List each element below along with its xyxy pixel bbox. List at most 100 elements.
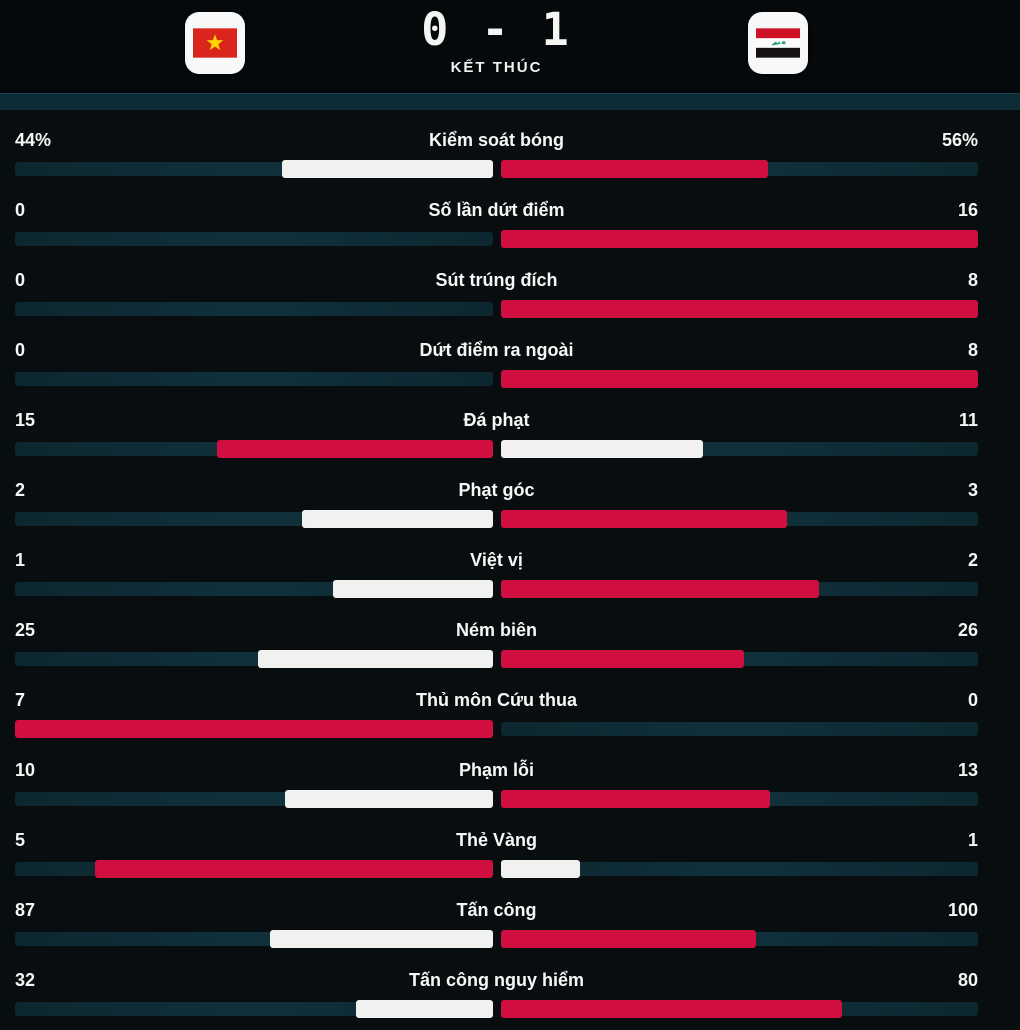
home-stat-value: 15 [15,410,36,430]
home-bar-fill [301,510,493,528]
stat-row: 25 Ném biên 26 [15,619,978,668]
away-bar-track [500,580,978,598]
stat-row-head: 10 Phạm lỗi 13 [15,759,978,781]
home-bar-track [15,790,493,808]
away-stat-value: 3 [967,480,978,500]
section-divider [0,93,1020,110]
stat-label: Tấn công [456,900,537,920]
stat-label: Sút trúng đích [435,270,558,290]
home-stat-value: 0 [15,200,26,220]
home-stat-value: 7 [15,690,26,710]
stat-label: Phạm lỗi [458,760,534,780]
home-bar-track [15,1000,493,1018]
away-bar-fill [500,860,581,878]
stat-label: Phạt góc [458,480,535,500]
home-bar-fill [270,930,493,948]
stat-row-head: 5 Thẻ Vàng 1 [15,829,978,851]
away-bar-track [500,370,978,388]
stat-row-head: 0 Sút trúng đích 8 [15,269,978,291]
home-team-flag-button[interactable] [185,12,245,74]
away-bar-fill [500,160,768,178]
away-bar-fill [500,580,819,598]
stat-row-head: 2 Phạt góc 3 [15,479,978,501]
stat-label: Dứt điểm ra ngoài [419,340,574,360]
stat-row-head: 15 Đá phạt 11 [15,409,978,431]
stat-bars [15,860,978,878]
away-stat-value: 80 [957,970,978,990]
home-stat-value: 10 [15,760,36,780]
vietnam-flag-icon [193,28,237,58]
home-stat-value: 5 [15,830,26,850]
stat-label: Thẻ Vàng [455,830,537,850]
home-bar-track [15,580,493,598]
stat-label: Đá phạt [463,410,530,430]
away-stat-value: 11 [958,410,978,430]
stat-row-head: 0 Dứt điểm ra ngoài 8 [15,339,978,361]
home-stat-value: 0 [15,270,26,290]
home-bar-fill [94,860,493,878]
home-bar-fill [356,1000,493,1018]
stat-bars [15,230,978,248]
stat-label: Việt vị [470,550,523,570]
stat-row: 44% Kiểm soát bóng 56% [15,129,978,178]
away-bar-track [500,650,978,668]
stat-bars [15,300,978,318]
stat-label: Kiểm soát bóng [428,130,564,150]
stat-row: 5 Thẻ Vàng 1 [15,829,978,878]
away-stat-value: 56% [941,130,978,150]
stats-list: 44% Kiểm soát bóng 56% 0 Số lần dứt điểm… [15,129,978,1030]
away-bar-track [500,790,978,808]
away-bar-fill [500,930,756,948]
home-bar-track [15,650,493,668]
away-stat-value: 1 [967,830,978,850]
home-bar-fill [333,580,493,598]
home-stat-value: 0 [15,340,26,360]
stat-label: Tấn công nguy hiểm [408,970,584,990]
home-bar-track [15,930,493,948]
home-bar-track [15,160,493,178]
away-bar-track [500,230,978,248]
stat-row-head: 7 Thủ môn Cứu thua 0 [15,689,978,711]
away-bar-track [500,930,978,948]
stat-label: Thủ môn Cứu thua [415,690,577,710]
stat-row: 87 Tấn công 100 [15,899,978,948]
stat-row-head: 1 Việt vị 2 [15,549,978,571]
away-bar-track [500,300,978,318]
away-bar-fill [500,230,978,248]
home-bar-track [15,232,493,246]
stat-row: 32 Tấn công nguy hiểm 80 [15,969,978,1018]
home-bar-fill [258,650,493,668]
stat-bars [15,370,978,388]
stat-bars [15,790,978,808]
away-bar-track [500,160,978,178]
stat-row-head: 25 Ném biên 26 [15,619,978,641]
home-bar-track [15,440,493,458]
home-stat-value: 2 [15,480,26,500]
stat-row-head: 0 Số lần dứt điểm 16 [15,199,978,221]
score-block: 0 - 1 KẾT THÚC [15,3,978,77]
stat-row: 0 Dứt điểm ra ngoài 8 [15,339,978,388]
stat-row: 0 Số lần dứt điểm 16 [15,199,978,248]
stat-row-head: 44% Kiểm soát bóng 56% [15,129,978,151]
home-bar-fill [284,790,493,808]
away-stat-value: 26 [957,620,978,640]
stat-bars [15,930,978,948]
away-bar-fill [500,440,703,458]
away-bar-fill [500,650,744,668]
stat-row: 10 Phạm lỗi 13 [15,759,978,808]
away-stat-value: 100 [947,900,978,920]
home-bar-fill [282,160,493,178]
home-bar-track [15,510,493,528]
match-score: 0 - 1 [421,3,572,56]
stat-row-head: 87 Tấn công 100 [15,899,978,921]
away-team-flag-button[interactable] [748,12,808,74]
away-stat-value: 8 [967,270,978,290]
stat-bars [15,720,978,738]
home-stat-value: 44% [15,130,52,150]
stat-label: Ném biên [455,620,538,640]
stat-bars [15,650,978,668]
away-bar-track [500,510,978,528]
home-bar-track [15,302,493,316]
iraq-flag-icon [756,28,800,58]
match-header: 0 - 1 KẾT THÚC [0,0,1020,93]
